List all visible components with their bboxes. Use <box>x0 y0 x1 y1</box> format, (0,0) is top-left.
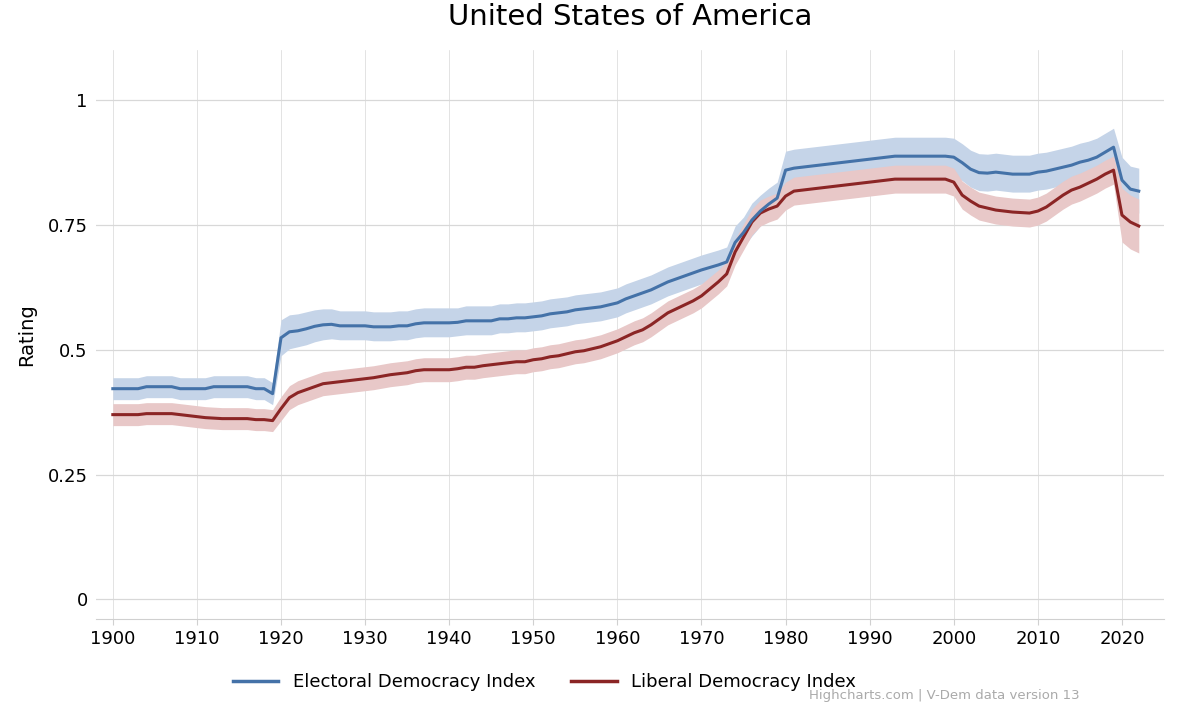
Y-axis label: Rating: Rating <box>18 303 36 366</box>
Title: United States of America: United States of America <box>448 4 812 32</box>
Legend: Electoral Democracy Index, Liberal Democracy Index: Electoral Democracy Index, Liberal Democ… <box>226 666 863 698</box>
Text: Highcharts.com | V-Dem data version 13: Highcharts.com | V-Dem data version 13 <box>809 689 1080 702</box>
